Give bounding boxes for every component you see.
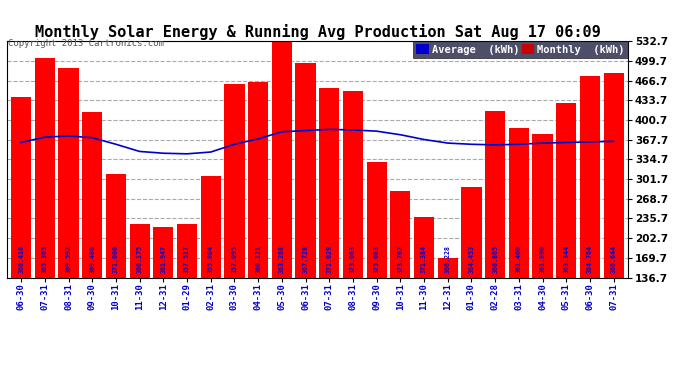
Bar bbox=[177, 224, 197, 359]
Text: 355.804: 355.804 bbox=[208, 245, 214, 273]
Text: 363.344: 363.344 bbox=[563, 245, 569, 273]
Bar bbox=[343, 91, 363, 359]
Bar bbox=[366, 162, 386, 359]
Text: 365.365: 365.365 bbox=[42, 245, 48, 273]
Bar bbox=[106, 174, 126, 359]
Text: 371.384: 371.384 bbox=[421, 245, 427, 273]
Legend: Average  (kWh), Monthly  (kWh): Average (kWh), Monthly (kWh) bbox=[413, 41, 628, 58]
Text: Copyright 2013 Cartronics.com: Copyright 2013 Cartronics.com bbox=[8, 39, 164, 48]
Bar bbox=[272, 40, 292, 359]
Text: 366.175: 366.175 bbox=[137, 245, 143, 273]
Bar bbox=[391, 191, 411, 359]
Bar bbox=[604, 73, 624, 359]
Bar bbox=[437, 258, 458, 359]
Bar bbox=[11, 96, 31, 359]
Bar bbox=[201, 177, 221, 359]
Bar bbox=[509, 128, 529, 359]
Bar bbox=[82, 112, 102, 359]
Bar bbox=[153, 226, 173, 359]
Text: 364.764: 364.764 bbox=[587, 245, 593, 273]
Bar bbox=[34, 58, 55, 359]
Bar bbox=[556, 102, 576, 359]
Text: 369.486: 369.486 bbox=[89, 245, 95, 273]
Bar bbox=[224, 84, 244, 359]
Text: 361.947: 361.947 bbox=[160, 245, 166, 273]
Text: 361.890: 361.890 bbox=[540, 245, 546, 273]
Text: 371.029: 371.029 bbox=[326, 245, 333, 273]
Title: Monthly Solar Energy & Running Avg Production Sat Aug 17 06:09: Monthly Solar Energy & Running Avg Produ… bbox=[34, 24, 600, 40]
Text: 367.728: 367.728 bbox=[302, 245, 308, 273]
Bar bbox=[59, 68, 79, 359]
Text: 357.095: 357.095 bbox=[231, 245, 237, 273]
Text: 369.592: 369.592 bbox=[66, 245, 72, 273]
Bar bbox=[295, 63, 315, 359]
Bar bbox=[248, 82, 268, 359]
Bar bbox=[485, 111, 505, 359]
Text: 373.063: 373.063 bbox=[350, 245, 356, 273]
Text: 371.000: 371.000 bbox=[113, 245, 119, 273]
Bar bbox=[462, 187, 482, 359]
Text: 366.644: 366.644 bbox=[611, 245, 617, 273]
Text: 360.410: 360.410 bbox=[18, 245, 24, 273]
Text: 357.517: 357.517 bbox=[184, 245, 190, 273]
Text: 375.083: 375.083 bbox=[374, 245, 380, 273]
Text: 363.268: 363.268 bbox=[279, 245, 285, 273]
Bar bbox=[580, 76, 600, 359]
Text: 373.762: 373.762 bbox=[397, 245, 404, 273]
Bar bbox=[414, 217, 434, 359]
Text: 360.865: 360.865 bbox=[492, 245, 498, 273]
Text: 361.460: 361.460 bbox=[516, 245, 522, 273]
Bar bbox=[319, 88, 339, 359]
Bar bbox=[130, 224, 150, 359]
Text: 364.453: 364.453 bbox=[469, 245, 475, 273]
Text: 366.228: 366.228 bbox=[445, 245, 451, 273]
Text: 360.121: 360.121 bbox=[255, 245, 261, 273]
Bar bbox=[533, 134, 553, 359]
